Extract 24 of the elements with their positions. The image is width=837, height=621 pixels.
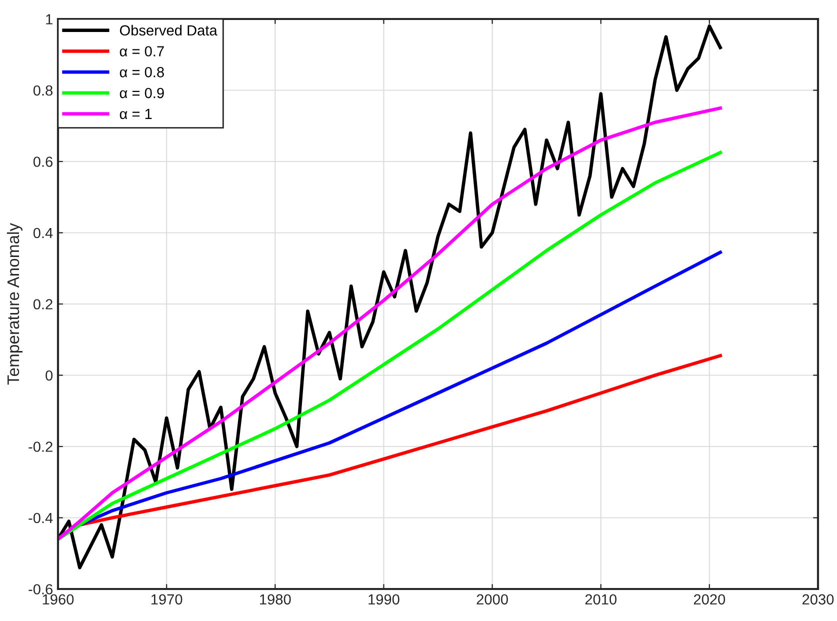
y-tick-label: 0.2 [33,299,52,310]
x-tick-label: 1990 [368,594,400,605]
y-tick-label: 0 [46,370,53,381]
x-tick-label: 2000 [476,594,508,605]
x-tick-label: 1980 [260,594,291,605]
legend-label: α = 1 [120,108,152,120]
legend-label: α = 0.7 [120,46,164,56]
y-tick-label: 1 [46,14,52,24]
y-tick-label: 0.6 [33,156,52,167]
x-tick-label: 1960 [42,594,74,605]
y-tick-label: -0.2 [28,442,52,452]
line-series [58,24,722,570]
legend-label: α = 0.8 [120,66,164,78]
y-tick-label: 0.8 [33,85,53,96]
legend-label: Observed Data [120,24,218,36]
y-tick-label: -0.6 [28,584,52,594]
x-tick-label: 2030 [802,594,834,605]
x-tick-label: 1970 [151,594,182,605]
x-tick-label: 2020 [694,594,726,605]
y-tick-label: 0.4 [33,228,53,238]
y-axis-title: Temperature Anomaly [6,222,22,385]
y-tick-label: -0.4 [28,512,53,524]
x-tick-label: 2010 [585,594,617,605]
legend-label: α = 0.9 [120,88,164,98]
